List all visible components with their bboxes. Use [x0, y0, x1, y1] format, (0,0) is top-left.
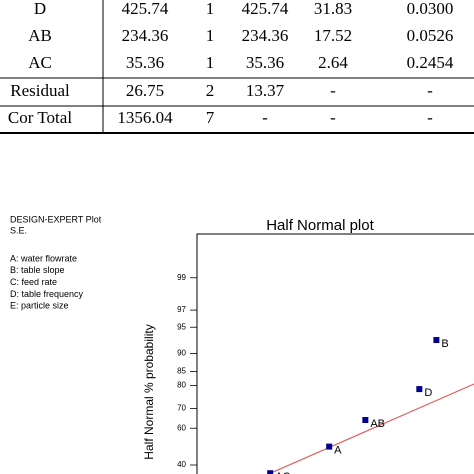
- y-tick-label: 95: [177, 322, 186, 331]
- y-tick-label: 80: [177, 381, 186, 390]
- y-axis-label: Half Normal % probability: [142, 324, 156, 459]
- row-label: AC: [28, 53, 52, 72]
- factor-note: B: table slope: [10, 265, 65, 275]
- table-cell: 35.36: [246, 53, 284, 72]
- factor-note: C: feed rate: [10, 277, 57, 287]
- row-label: Cor Total: [8, 108, 72, 127]
- factor-note: A: water flowrate: [10, 253, 77, 263]
- point: [416, 386, 423, 393]
- note: S.E.: [10, 225, 27, 235]
- table-cell: 2.64: [318, 53, 348, 72]
- point: [267, 470, 274, 474]
- point-label: AB: [370, 418, 385, 430]
- table-cell: 234.36: [242, 26, 289, 45]
- y-tick-label: 85: [177, 366, 186, 375]
- table-cell: 1: [206, 0, 215, 18]
- point-label: D: [424, 387, 432, 399]
- point: [362, 417, 369, 424]
- table-cell: -: [330, 81, 336, 100]
- point-label: B: [441, 338, 448, 350]
- table-cell: 0.0300: [407, 0, 454, 18]
- table-cell: 0.0526: [407, 26, 454, 45]
- factor-note: E: particle size: [10, 301, 69, 311]
- y-tick-label: 70: [177, 404, 186, 413]
- table-cell: 35.36: [126, 53, 164, 72]
- table-cell: 31.83: [314, 0, 352, 18]
- table-cell: 425.74: [122, 0, 169, 18]
- table-cell: -: [427, 81, 433, 100]
- table-cell: 234.36: [122, 26, 169, 45]
- row-label: D: [34, 0, 46, 18]
- note: DESIGN-EXPERT Plot: [10, 214, 102, 224]
- table-cell: 1356.04: [117, 108, 173, 127]
- plot-frame: [196, 233, 474, 474]
- table-cell: -: [427, 108, 433, 127]
- row-label: AB: [28, 26, 52, 45]
- table-cell: 17.52: [314, 26, 352, 45]
- point: [326, 443, 333, 450]
- table-cell: 13.37: [246, 81, 285, 100]
- table-cell: 7: [206, 108, 215, 127]
- row-label: Residual: [10, 81, 70, 100]
- table-cell: 1: [206, 26, 215, 45]
- y-tick-label: 90: [177, 349, 186, 358]
- factor-note: D: table frequency: [10, 289, 84, 299]
- table-cell: 2: [206, 81, 215, 100]
- table-cell: 1: [206, 53, 215, 72]
- table-cell: 0.2454: [407, 53, 454, 72]
- table-cell: 425.74: [242, 0, 289, 18]
- y-tick-label: 60: [177, 423, 186, 432]
- y-tick-label: 99: [177, 273, 186, 282]
- fit-line: [267, 383, 474, 474]
- table-cell: -: [262, 108, 268, 127]
- table-cell: 26.75: [126, 81, 164, 100]
- y-tick-label: 97: [177, 305, 186, 314]
- point-label: AC: [275, 471, 290, 474]
- point-label: A: [334, 445, 342, 457]
- chart-title: Half Normal plot: [266, 217, 374, 234]
- y-tick-label: 40: [177, 460, 186, 469]
- point: [433, 337, 440, 344]
- table-cell: -: [330, 108, 336, 127]
